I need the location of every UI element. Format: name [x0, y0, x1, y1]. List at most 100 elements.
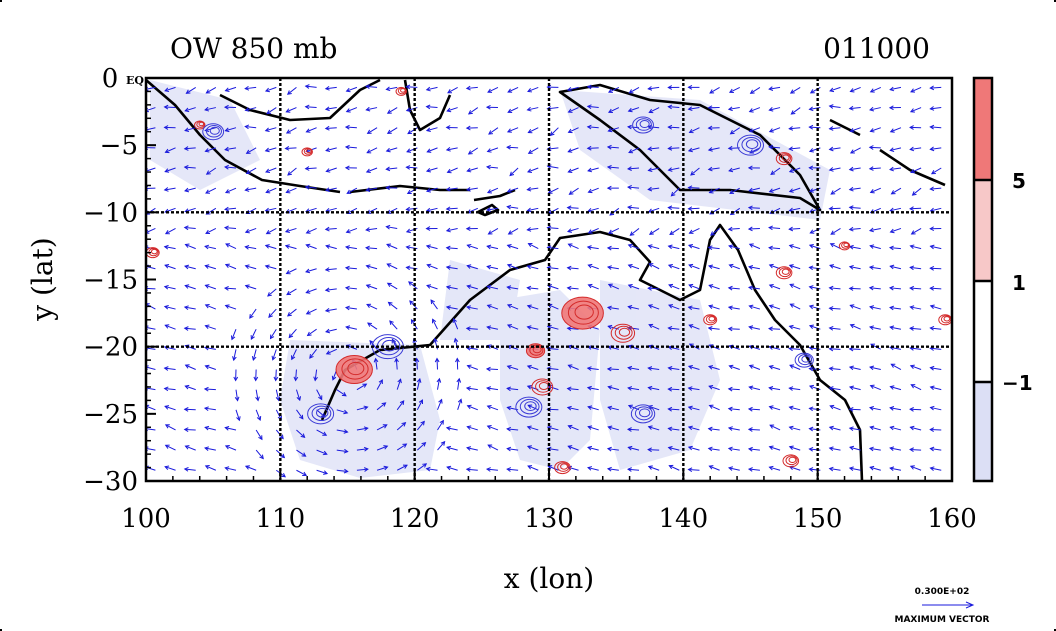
wind-vector-head: [809, 89, 815, 94]
wind-vector: [446, 247, 458, 250]
ow-positive-contour: [778, 153, 791, 163]
wind-vector-head: [567, 243, 573, 248]
wind-vector-head: [467, 110, 473, 115]
wind-vector: [507, 365, 519, 370]
wind-vector: [225, 147, 237, 151]
wind-vector-head: [728, 466, 734, 471]
wind-vector-head: [829, 264, 835, 269]
wind-vector-head: [425, 86, 431, 92]
coastlines: [146, 78, 946, 481]
wind-vector-head: [236, 416, 241, 422]
wind-vector-head: [768, 263, 774, 269]
wind-vector: [890, 227, 902, 233]
wind-vector: [507, 387, 519, 391]
wind-vector: [547, 267, 559, 270]
wind-vector-head: [485, 467, 491, 472]
wind-vector: [749, 326, 761, 330]
wind-vector: [668, 388, 680, 391]
wind-vector: [225, 427, 237, 431]
wind-vector: [548, 465, 559, 471]
wind-vector: [252, 349, 257, 361]
wind-vector-head: [808, 446, 814, 452]
wind-vector-head: [271, 355, 277, 361]
wind-vector: [265, 265, 277, 270]
wind-vector-head: [667, 445, 673, 451]
wind-vector: [356, 427, 368, 431]
wind-vector: [930, 386, 942, 391]
wind-vector: [426, 127, 438, 132]
wind-vector: [316, 409, 326, 418]
wind-vector-head: [747, 446, 753, 452]
wind-vector-head: [455, 357, 460, 363]
wind-vector-head: [627, 386, 633, 391]
wind-vector: [305, 106, 317, 109]
wind-vector: [708, 167, 720, 171]
wind-vector-head: [280, 453, 286, 459]
wind-vector-head: [183, 407, 189, 412]
wind-vector: [930, 406, 942, 411]
wind-vector: [245, 227, 257, 233]
wind-vector: [870, 466, 881, 471]
wind-vector-head: [848, 385, 854, 391]
wind-vector: [567, 327, 579, 330]
wind-vector: [527, 187, 539, 191]
wind-vector-head: [648, 263, 654, 268]
wind-vector-head: [930, 170, 936, 175]
wind-vector-head: [366, 303, 372, 308]
wind-vector: [890, 86, 902, 91]
wind-vector-head: [366, 149, 372, 154]
wind-vector-head: [527, 242, 533, 248]
wind-vector-head: [244, 107, 250, 112]
wind-vector-head: [789, 89, 795, 94]
wind-vector-head: [465, 386, 471, 391]
wind-vector: [587, 367, 599, 370]
wind-vector-head: [828, 146, 834, 152]
wind-vector: [426, 207, 438, 212]
colorbar: 5 1 −1: [972, 76, 1033, 483]
wind-vector-head: [445, 147, 451, 152]
wind-vector-head: [405, 228, 411, 234]
wind-vector: [789, 167, 801, 173]
wind-vector-head: [667, 85, 673, 90]
wind-vector: [587, 246, 599, 250]
wind-vector-head: [306, 331, 312, 337]
ow-positive-contour: [347, 361, 365, 376]
wind-vector-head: [789, 303, 795, 308]
wind-vector-head: [285, 129, 291, 134]
wind-vector-head: [291, 355, 296, 361]
wind-vector: [930, 245, 942, 250]
wind-vector-head: [265, 189, 271, 194]
wind-vector-head: [436, 377, 442, 383]
wind-vector: [789, 325, 801, 330]
wind-vector-head: [164, 264, 170, 269]
wind-vector: [849, 187, 861, 191]
wind-vector: [568, 127, 579, 133]
wind-vector-head: [667, 406, 673, 412]
wind-vector-head: [382, 424, 388, 429]
wind-vector-head: [869, 325, 874, 330]
wind-vector-head: [163, 244, 169, 250]
wind-vector: [607, 166, 619, 169]
wind-vector-head: [707, 326, 713, 331]
wind-vector: [426, 167, 438, 172]
wind-vector: [164, 246, 176, 250]
wind-vector: [165, 324, 176, 330]
wind-vector: [728, 227, 740, 230]
wind-vector: [164, 264, 176, 270]
wind-vector: [346, 107, 358, 113]
wind-vector-head: [300, 433, 306, 439]
ow-positive-contour: [525, 343, 546, 359]
wind-vector: [245, 285, 257, 290]
wind-vector-head: [466, 243, 472, 249]
wind-vector: [305, 268, 317, 273]
wind-vector: [889, 247, 901, 250]
wind-vector-head: [647, 86, 653, 91]
wind-vector: [527, 86, 539, 92]
wind-vector: [608, 386, 619, 391]
wind-vector: [869, 227, 881, 232]
wind-vector-head: [397, 378, 402, 384]
wind-vector: [386, 243, 398, 250]
wind-vector: [769, 247, 781, 250]
wind-vector-head: [768, 386, 774, 391]
wind-vector-head: [205, 229, 211, 235]
